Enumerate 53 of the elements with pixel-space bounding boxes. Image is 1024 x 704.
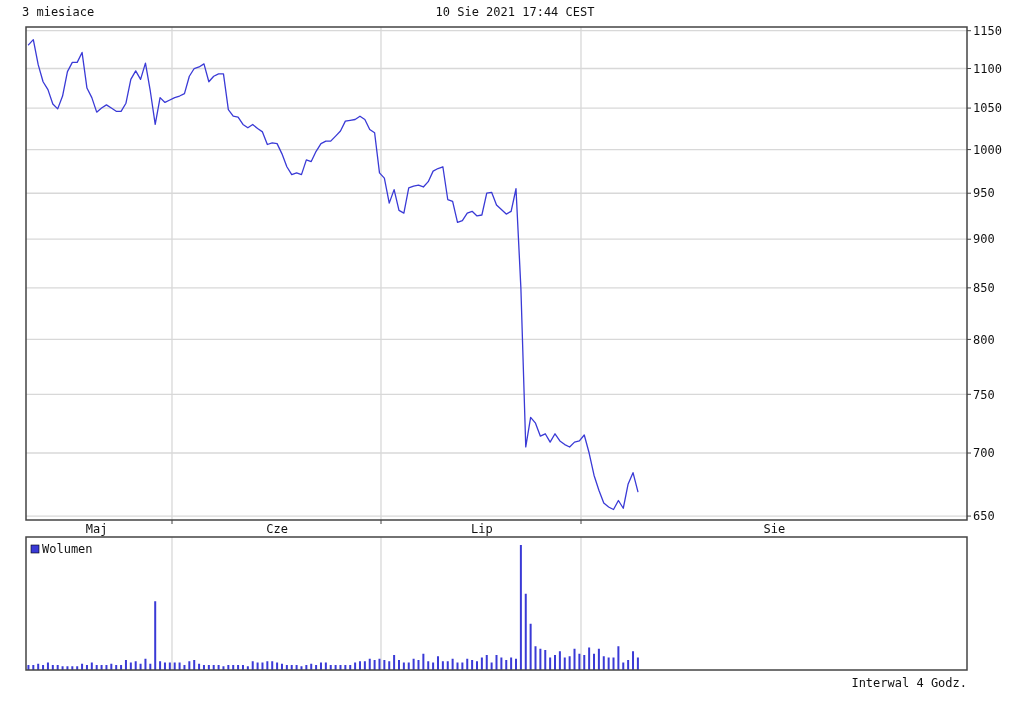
bar <box>529 623 532 670</box>
bar <box>383 660 386 670</box>
x-tick-label: Cze <box>266 521 288 536</box>
bar <box>397 660 400 670</box>
bar <box>417 660 420 670</box>
bar <box>471 660 474 670</box>
y-tick-label: 1000 <box>973 142 1002 157</box>
bar <box>597 648 600 670</box>
bar <box>632 651 635 670</box>
bar <box>505 660 508 670</box>
y-tick-label: 750 <box>973 387 995 402</box>
text: Interwal 4 Godz. <box>851 676 967 690</box>
bar <box>627 660 630 670</box>
bar <box>534 646 537 670</box>
y-tick-label: 950 <box>973 186 995 201</box>
y-tick-label: 1100 <box>973 61 1002 76</box>
bar <box>617 646 620 670</box>
x-tick-label: Sie <box>763 521 786 536</box>
x-tick-label: Maj <box>85 521 108 536</box>
y-tick-label: 1050 <box>973 101 1002 116</box>
bar <box>539 648 542 670</box>
bar <box>154 601 157 670</box>
x-tick-label: Lip <box>471 521 493 536</box>
bar <box>524 593 527 670</box>
chart-title: 3 miesiace <box>22 5 95 19</box>
bar <box>544 650 547 670</box>
bar <box>588 647 591 670</box>
bar <box>573 648 576 670</box>
y-tick-label: 850 <box>973 281 995 296</box>
legend-label: Wolumen <box>42 542 93 557</box>
bar <box>519 545 522 670</box>
line-series <box>27 38 639 511</box>
y-tick-label: 700 <box>973 446 995 461</box>
bar <box>593 653 596 670</box>
bar <box>393 655 396 670</box>
bar <box>583 655 586 670</box>
bar <box>578 653 581 670</box>
bar <box>568 656 571 670</box>
y-tick-label: 900 <box>973 232 995 247</box>
bar <box>554 655 557 670</box>
bar <box>495 655 498 670</box>
bar <box>193 660 196 670</box>
bar <box>422 653 425 670</box>
y-tick-label: 800 <box>973 332 995 347</box>
bar <box>602 656 605 670</box>
bar <box>373 660 376 670</box>
bar <box>436 656 439 670</box>
y-tick-label: 650 <box>973 509 995 524</box>
bar <box>124 660 127 670</box>
y-tick-label: 1150 <box>973 23 1002 38</box>
chart-subtitle: 10 Sie 2021 17:44 CEST <box>435 5 595 19</box>
bar <box>485 655 488 670</box>
bar <box>558 651 561 670</box>
